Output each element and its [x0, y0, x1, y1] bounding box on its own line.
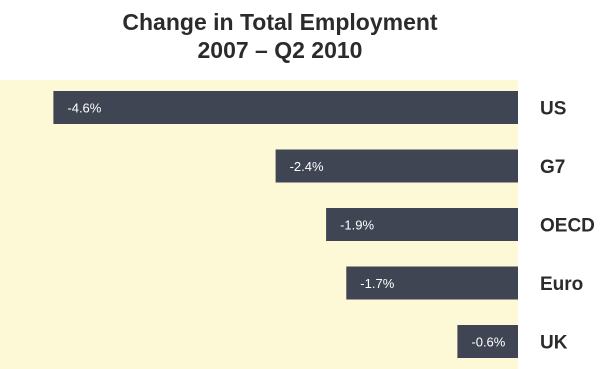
- category-label-g7: G7: [540, 157, 565, 178]
- bar-oecd: [326, 208, 518, 241]
- bar-value-label-g7: -2.4%: [290, 159, 324, 174]
- category-label-uk: UK: [540, 333, 568, 354]
- category-label-us: US: [540, 99, 566, 120]
- category-label-euro: Euro: [540, 274, 583, 295]
- chart-title: Change in Total Employment 2007 – Q2 201…: [0, 8, 560, 64]
- chart-title-line-1: Change in Total Employment: [122, 9, 438, 35]
- bar-value-label-oecd: -1.9%: [340, 218, 374, 233]
- bar-value-label-us: -4.6%: [67, 101, 101, 116]
- chart-title-line-2: 2007 – Q2 2010: [197, 37, 363, 63]
- bar-us: [53, 91, 519, 124]
- bar-value-label-uk: -0.6%: [471, 335, 505, 350]
- bar-euro: [346, 266, 518, 300]
- bars-group: -4.6% US -2.4% G7 -1.9% OECD -1.7% Euro -0.6% UK: [53, 91, 595, 358]
- bar-g7: [275, 149, 518, 183]
- bar-uk: [457, 325, 518, 358]
- category-label-oecd: OECD: [540, 216, 595, 237]
- bar-value-label-euro: -1.7%: [360, 276, 394, 291]
